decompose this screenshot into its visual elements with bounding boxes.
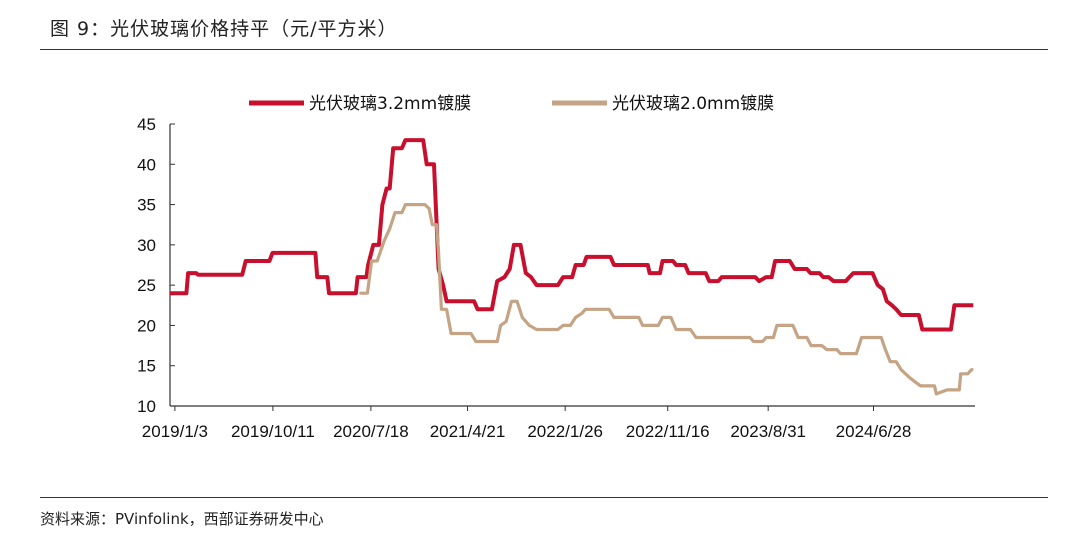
series-lines — [170, 138, 974, 396]
legend-label-series2: 光伏玻璃2.0mm镀膜 — [612, 94, 774, 114]
legend: 光伏玻璃3.2mm镀膜 光伏玻璃2.0mm镀膜 — [249, 94, 774, 114]
x-tick-label: 2023/8/31 — [730, 422, 806, 441]
bottom-rule — [40, 497, 1048, 498]
x-tick-label: 2024/6/28 — [836, 422, 912, 441]
y-tick-label: 45 — [137, 115, 156, 134]
series-line-1 — [170, 138, 974, 332]
y-tick-label: 35 — [137, 196, 156, 215]
y-tick-label: 25 — [137, 276, 156, 295]
x-tick-label: 2019/10/11 — [231, 422, 315, 441]
top-rule — [40, 49, 1048, 50]
y-tick-label: 20 — [137, 316, 156, 335]
x-tick-label: 2022/1/26 — [527, 422, 603, 441]
y-tick-label: 10 — [137, 397, 156, 416]
x-tick-label: 2022/11/16 — [626, 422, 710, 441]
series-line-2 — [359, 203, 974, 396]
x-tick-label: 2021/4/21 — [430, 422, 506, 441]
y-tick-label: 30 — [137, 236, 156, 255]
y-tick-label: 40 — [137, 155, 156, 174]
figure-title: 图 9：光伏玻璃价格持平（元/平方米） — [50, 18, 398, 40]
x-tick-label: 2019/1/3 — [142, 422, 208, 441]
axes: 10 15 20 25 30 35 40 45 2019/1/3 2019/10/11 2020/7… — [137, 115, 975, 441]
x-tick-label: 2020/7/18 — [333, 422, 409, 441]
y-tick-label: 15 — [137, 357, 156, 376]
legend-label-series1: 光伏玻璃3.2mm镀膜 — [309, 94, 471, 114]
price-line-chart: 光伏玻璃3.2mm镀膜 光伏玻璃2.0mm镀膜 10 15 20 25 30 35 40 45… — [137, 94, 975, 441]
source-note: 资料来源：PVinfolink，西部证券研发中心 — [40, 510, 324, 528]
